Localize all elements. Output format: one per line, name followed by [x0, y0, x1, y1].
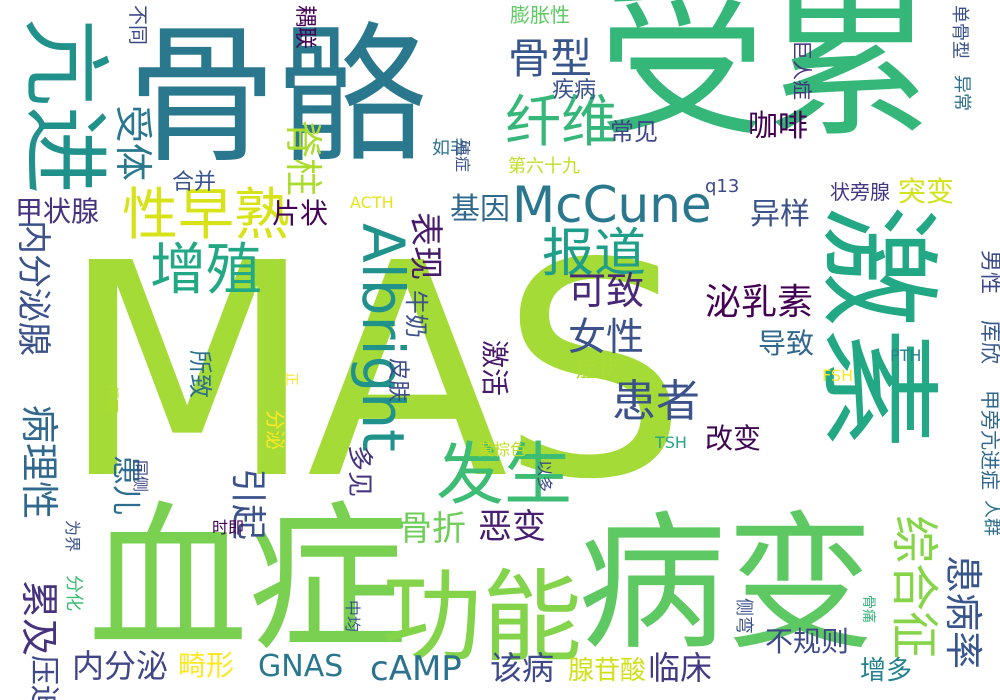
word-miru: 泌乳素 [705, 282, 814, 323]
word-fsh: FSH [822, 366, 854, 385]
word-butong: 不同 [126, 5, 150, 45]
word-hebing: 合并 [172, 170, 217, 195]
word-jiazhuangxian: 甲状腺 [15, 195, 100, 228]
word-guge: 骨骼 [127, 10, 428, 184]
word-xuezheng: 血症 [88, 486, 409, 673]
word-gongneng: 功能 [382, 559, 582, 676]
word-weijie: 为界 [63, 520, 82, 553]
word-lumian: 颅面 [103, 385, 119, 413]
word-linchuang: 临床 [648, 649, 713, 687]
word-duojian: 多见 [344, 445, 374, 498]
word-dijiu: 第六十九 [508, 156, 580, 177]
word-neifenmixian: 内分泌腺 [13, 220, 53, 356]
word-gutong: 骨痛 [860, 595, 876, 623]
word-changjian: 常见 [610, 118, 658, 146]
word-mccune: McCune [512, 176, 712, 234]
word-shouti: 受体 [111, 105, 155, 182]
word-jiyin: 基因 [450, 192, 510, 227]
word-gnas: GNAS [258, 649, 344, 684]
word-kangjin: 亢进 [13, 18, 116, 195]
word-zhongjun: 中均 [343, 600, 362, 633]
word-camp: cAMP [370, 649, 462, 689]
word-binglixing: 病理性 [17, 405, 61, 520]
word-oulian: 耦联 [292, 5, 317, 50]
word-fasheng: 发生 [436, 436, 573, 515]
word-huangzong: 黄棕色 [478, 440, 527, 459]
word-gaibing: 该病 [490, 649, 555, 687]
word-xianwei: 纤维 [505, 90, 617, 155]
word-yiyang: 异样 [750, 197, 810, 232]
word-niunai: 牛奶 [402, 290, 430, 338]
word-huanzhe: 患者 [612, 376, 700, 427]
word-zhengzhuang: 症状 [575, 358, 620, 383]
word-tubian: 突变 [898, 175, 955, 208]
word-renqun: 人群 [981, 500, 1000, 536]
word-huanbinglv: 患病率 [941, 555, 985, 670]
word-jurenzheng: 巨人症 [790, 40, 814, 100]
word-q13: q13 [705, 176, 740, 197]
word-yichang: 异常 [951, 75, 972, 111]
word-nvxing: 女性 [568, 315, 645, 359]
word-zengzhi: 增殖 [150, 238, 262, 303]
word-pianzhuang: 片状 [272, 197, 329, 230]
word-jiapang: 甲旁亢进症 [978, 390, 1000, 490]
word-fenmi: 分泌 [263, 410, 287, 450]
word-xingzaoshu: 性早熟 [122, 183, 290, 248]
word-jixing: 畸形 [178, 649, 235, 682]
word-shoulei: 受累 [598, 0, 934, 160]
word-zengduo: 增多 [860, 656, 913, 686]
word-biaoxian: 表现 [405, 212, 445, 280]
word-baodao: 报道 [542, 224, 647, 284]
word-dangu: 单骨型 [949, 5, 970, 59]
word-leiji: 累及 [17, 580, 61, 657]
word-acth: ACTH [350, 193, 394, 212]
word-kafei: 咖啡 [748, 109, 808, 144]
word-ebian: 恶变 [478, 507, 546, 547]
word-bingbian: 病变 [578, 498, 874, 670]
word-jizhu: 脊柱 [281, 120, 325, 197]
word-shiji: 时即 [212, 518, 245, 537]
word-xiangansuan: 腺苷酸 [568, 656, 647, 686]
word-suozhi: 所致 [186, 350, 214, 398]
word-guzhe: 骨折 [398, 509, 466, 549]
word-rufei: 如非 [432, 138, 468, 159]
word-mas: MAS [60, 200, 688, 544]
word-tsh: TSH [655, 433, 687, 452]
word-nanxing: 男性 [977, 250, 1000, 295]
word-kezhi: 可致 [568, 269, 645, 313]
word-zhuangpangxian: 状旁腺 [830, 180, 890, 204]
word-pth: PTH [890, 346, 922, 365]
word-jibing: 疾病 [552, 78, 597, 103]
word-zhizheng: 殖症 [453, 140, 472, 173]
word-zheng: 正 [283, 372, 299, 386]
word-jihuo: 激活 [478, 340, 511, 397]
word-fenhua: 分化 [63, 575, 84, 611]
word-daozhi: 导致 [758, 327, 815, 360]
word-jisu: 激素 [806, 205, 948, 449]
word-yapo: 压迫 [26, 655, 61, 700]
word-pifu: 皮肤 [385, 358, 410, 403]
word-neifenmi: 内分泌 [72, 647, 169, 685]
word-buguize: 不规则 [765, 625, 850, 658]
word-gaibian: 改变 [705, 422, 762, 455]
word-guxing: 骨型 [508, 34, 593, 83]
word-yiduo: 以多 [535, 460, 554, 493]
word-kuxin: 库欣 [977, 320, 1000, 365]
word-tongce: 同侧 [131, 460, 150, 493]
word-pengzhangxing: 膨胀性 [510, 3, 570, 27]
word-zonghezheng: 综合征 [886, 515, 942, 660]
word-cewan: 侧弯 [733, 598, 754, 634]
